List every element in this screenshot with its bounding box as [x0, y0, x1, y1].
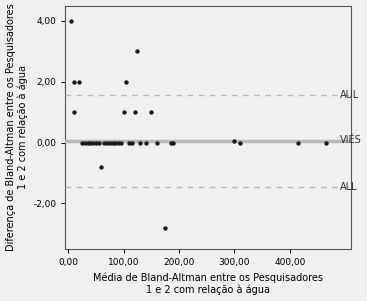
- Point: [112, 140, 118, 145]
- Point: [96, 140, 102, 145]
- Point: [110, 140, 116, 145]
- Point: [79, 140, 85, 145]
- Y-axis label: Diferença de Bland-Altman entre os Pesquisadores
1 e 2 com relação à água: Diferença de Bland-Altman entre os Pesqu…: [6, 4, 28, 251]
- X-axis label: Média de Bland-Altman entre os Pesquisadores
1 e 2 com relação à água: Média de Bland-Altman entre os Pesquisad…: [93, 273, 323, 296]
- Point: [87, 140, 93, 145]
- Text: ALL: ALL: [340, 182, 357, 192]
- Point: [71, 79, 77, 84]
- Point: [85, 140, 91, 145]
- Point: [143, 140, 149, 145]
- Point: [135, 49, 141, 54]
- Point: [132, 110, 138, 115]
- Point: [126, 140, 132, 145]
- Point: [168, 140, 174, 145]
- Text: VIÉS: VIÉS: [340, 135, 361, 144]
- Point: [71, 110, 77, 115]
- Point: [237, 140, 243, 145]
- Point: [295, 140, 301, 145]
- Point: [148, 110, 154, 115]
- Point: [162, 225, 168, 230]
- Point: [93, 140, 99, 145]
- Point: [98, 165, 104, 169]
- Text: AUL: AUL: [340, 90, 359, 101]
- Point: [118, 140, 124, 145]
- Point: [115, 140, 121, 145]
- Point: [129, 140, 135, 145]
- Point: [107, 140, 113, 145]
- Point: [137, 140, 143, 145]
- Point: [123, 79, 129, 84]
- Point: [171, 140, 177, 145]
- Point: [104, 140, 110, 145]
- Point: [90, 140, 96, 145]
- Point: [76, 79, 82, 84]
- Point: [101, 140, 107, 145]
- Point: [323, 140, 329, 145]
- Point: [154, 140, 160, 145]
- Point: [82, 140, 88, 145]
- Point: [68, 18, 74, 23]
- Point: [232, 139, 237, 144]
- Point: [121, 110, 127, 115]
